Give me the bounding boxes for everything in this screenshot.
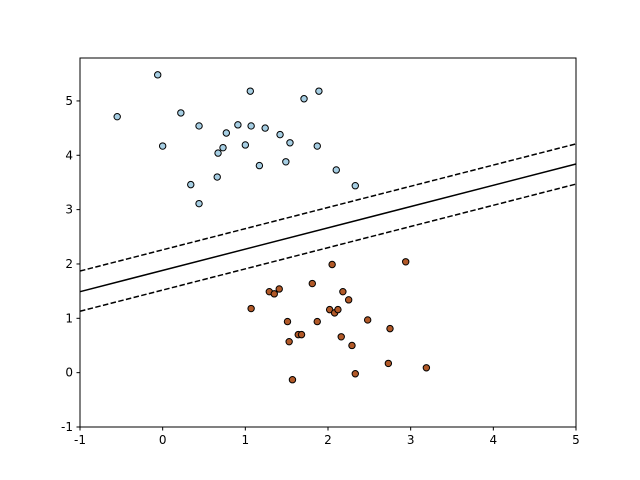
point — [214, 149, 222, 157]
y-tick-label: -1 — [61, 420, 73, 434]
point — [286, 139, 294, 147]
point — [285, 337, 293, 346]
point — [313, 317, 321, 326]
point — [325, 305, 334, 314]
y-tick-label: 0 — [65, 366, 73, 380]
point — [219, 143, 227, 152]
point — [246, 87, 254, 95]
point — [315, 87, 323, 95]
point — [195, 199, 203, 208]
point — [363, 316, 372, 324]
point — [158, 142, 167, 150]
y-tick-label: 4 — [65, 148, 73, 162]
point — [402, 258, 410, 266]
point — [282, 158, 290, 166]
point — [288, 376, 297, 384]
point — [386, 324, 394, 333]
boundary-line — [79, 143, 577, 272]
x-tick-label: 0 — [159, 433, 167, 447]
point — [195, 122, 203, 130]
y-tick-label: 5 — [65, 94, 73, 108]
point — [247, 304, 255, 313]
point — [113, 112, 121, 121]
point — [283, 317, 292, 326]
point — [275, 285, 283, 293]
point — [187, 180, 195, 189]
point — [328, 260, 336, 269]
boundary-line — [79, 163, 577, 293]
point — [351, 370, 359, 378]
point — [344, 296, 353, 304]
x-tick-label: 4 — [490, 433, 498, 447]
point — [348, 341, 356, 350]
point — [222, 129, 231, 137]
point — [332, 166, 340, 174]
point — [422, 364, 431, 372]
x-tick-label: 3 — [407, 433, 415, 447]
point — [313, 142, 321, 150]
point — [270, 290, 278, 298]
point — [308, 279, 316, 288]
point — [300, 95, 308, 103]
point — [261, 124, 269, 132]
point — [234, 121, 242, 129]
point — [154, 71, 162, 79]
point — [337, 333, 345, 341]
point — [247, 122, 255, 130]
y-tick-label: 3 — [65, 203, 73, 217]
point — [351, 182, 359, 190]
x-tick-label: 1 — [242, 433, 250, 447]
x-tick-label: 5 — [572, 433, 580, 447]
boundary-line — [79, 183, 577, 312]
point — [276, 130, 284, 139]
point — [241, 141, 250, 149]
point — [213, 173, 221, 181]
point — [339, 287, 347, 296]
point — [255, 161, 264, 170]
x-tick-label: 2 — [324, 433, 332, 447]
point — [177, 109, 185, 117]
y-tick-label: 1 — [65, 311, 73, 325]
point — [334, 305, 342, 314]
point — [297, 330, 306, 339]
point — [384, 359, 393, 368]
x-tick-label: -1 — [74, 433, 86, 447]
y-tick-label: 2 — [65, 257, 73, 271]
axes-frame — [79, 57, 577, 428]
